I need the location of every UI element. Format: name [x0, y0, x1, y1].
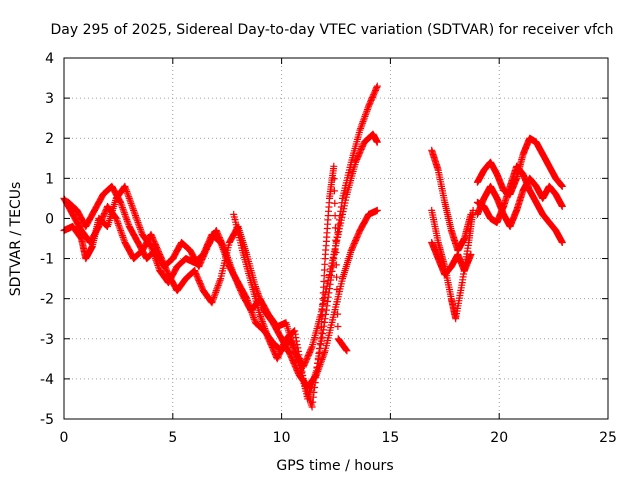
series-track-e: [428, 146, 475, 254]
data-point: [124, 191, 132, 199]
data-point: [213, 285, 221, 293]
data-point: [122, 214, 130, 222]
series-track-g: [428, 239, 475, 279]
data-point: [215, 278, 223, 286]
data-point: [227, 264, 235, 272]
data-point: [558, 202, 566, 210]
data-point: [124, 219, 132, 227]
data-point: [307, 344, 315, 352]
y-tick-label: 1: [45, 171, 54, 187]
y-tick-label: -4: [40, 372, 54, 388]
data-point: [342, 345, 350, 353]
data-point: [296, 354, 304, 362]
data-point: [259, 319, 267, 327]
data-point: [222, 248, 230, 256]
data-point: [558, 239, 566, 246]
data-point: [373, 82, 381, 90]
x-tick-label: 15: [381, 430, 399, 446]
data-point: [334, 310, 342, 318]
data-point: [122, 186, 130, 194]
data-point: [136, 224, 144, 232]
data-point: [332, 236, 340, 244]
series-track-j: [473, 174, 566, 230]
y-tick-label: -5: [40, 412, 54, 428]
y-tick-label: 3: [45, 91, 54, 107]
data-point: [558, 182, 566, 190]
data-points: [60, 82, 566, 411]
tick-labels: -5 -4 -3 -2 -1 0 1 2 3 4 0 5 10 15 20 25: [40, 51, 617, 446]
data-point: [256, 311, 264, 319]
data-point: [332, 261, 340, 269]
data-point: [467, 251, 475, 258]
data-point: [120, 207, 128, 215]
data-point: [331, 224, 339, 232]
data-point: [331, 199, 339, 207]
y-tick-label: -2: [40, 292, 54, 308]
data-point: [332, 249, 340, 256]
data-point: [331, 212, 339, 220]
data-point: [261, 326, 269, 334]
data-point: [373, 138, 381, 146]
data-point: [356, 126, 364, 134]
data-point: [122, 184, 129, 192]
data-point: [224, 255, 232, 263]
data-point: [120, 235, 128, 243]
data-point: [334, 323, 342, 330]
data-point: [359, 118, 367, 126]
x-tick-label: 25: [599, 430, 617, 446]
x-tick-label: 0: [60, 430, 69, 446]
y-tick-label: -3: [40, 332, 54, 348]
data-point: [333, 273, 341, 281]
data-point: [133, 215, 141, 223]
y-tick-label: -1: [40, 252, 54, 268]
data-point: [343, 347, 351, 355]
data-point: [250, 315, 258, 323]
y-tick-label: 2: [45, 131, 54, 147]
series-track-c: [64, 130, 381, 371]
data-point: [313, 364, 321, 372]
data-point: [210, 294, 218, 301]
x-tick-label: 10: [273, 430, 291, 446]
data-point: [310, 388, 318, 396]
data-point: [299, 372, 307, 379]
x-tick-label: 5: [168, 430, 177, 446]
data-point: [373, 206, 381, 214]
data-point: [333, 298, 341, 306]
data-point: [293, 341, 301, 348]
y-axis-label: SDTVAR / TECUs: [8, 182, 24, 297]
data-point: [117, 228, 125, 236]
series-track-d: [230, 162, 351, 411]
data-point: [333, 286, 341, 293]
plot-frame: [63, 57, 609, 420]
data-point: [118, 204, 126, 212]
data-point: [316, 340, 324, 348]
data-point: [122, 212, 129, 220]
x-axis-label: GPS time / hours: [276, 458, 393, 474]
data-point: [115, 221, 123, 229]
data-point: [330, 162, 338, 170]
data-point: [117, 200, 125, 208]
data-point: [330, 175, 338, 183]
y-tick-label: 0: [45, 211, 54, 227]
data-point: [330, 187, 338, 195]
x-tick-label: 20: [490, 430, 508, 446]
y-tick-label: 4: [45, 51, 54, 67]
chart-title: Day 295 of 2025, Sidereal Day-to-day VTE…: [50, 22, 613, 38]
data-point: [362, 111, 369, 119]
data-point: [130, 206, 138, 214]
series-track-f: [428, 206, 477, 323]
data-point: [113, 216, 121, 224]
